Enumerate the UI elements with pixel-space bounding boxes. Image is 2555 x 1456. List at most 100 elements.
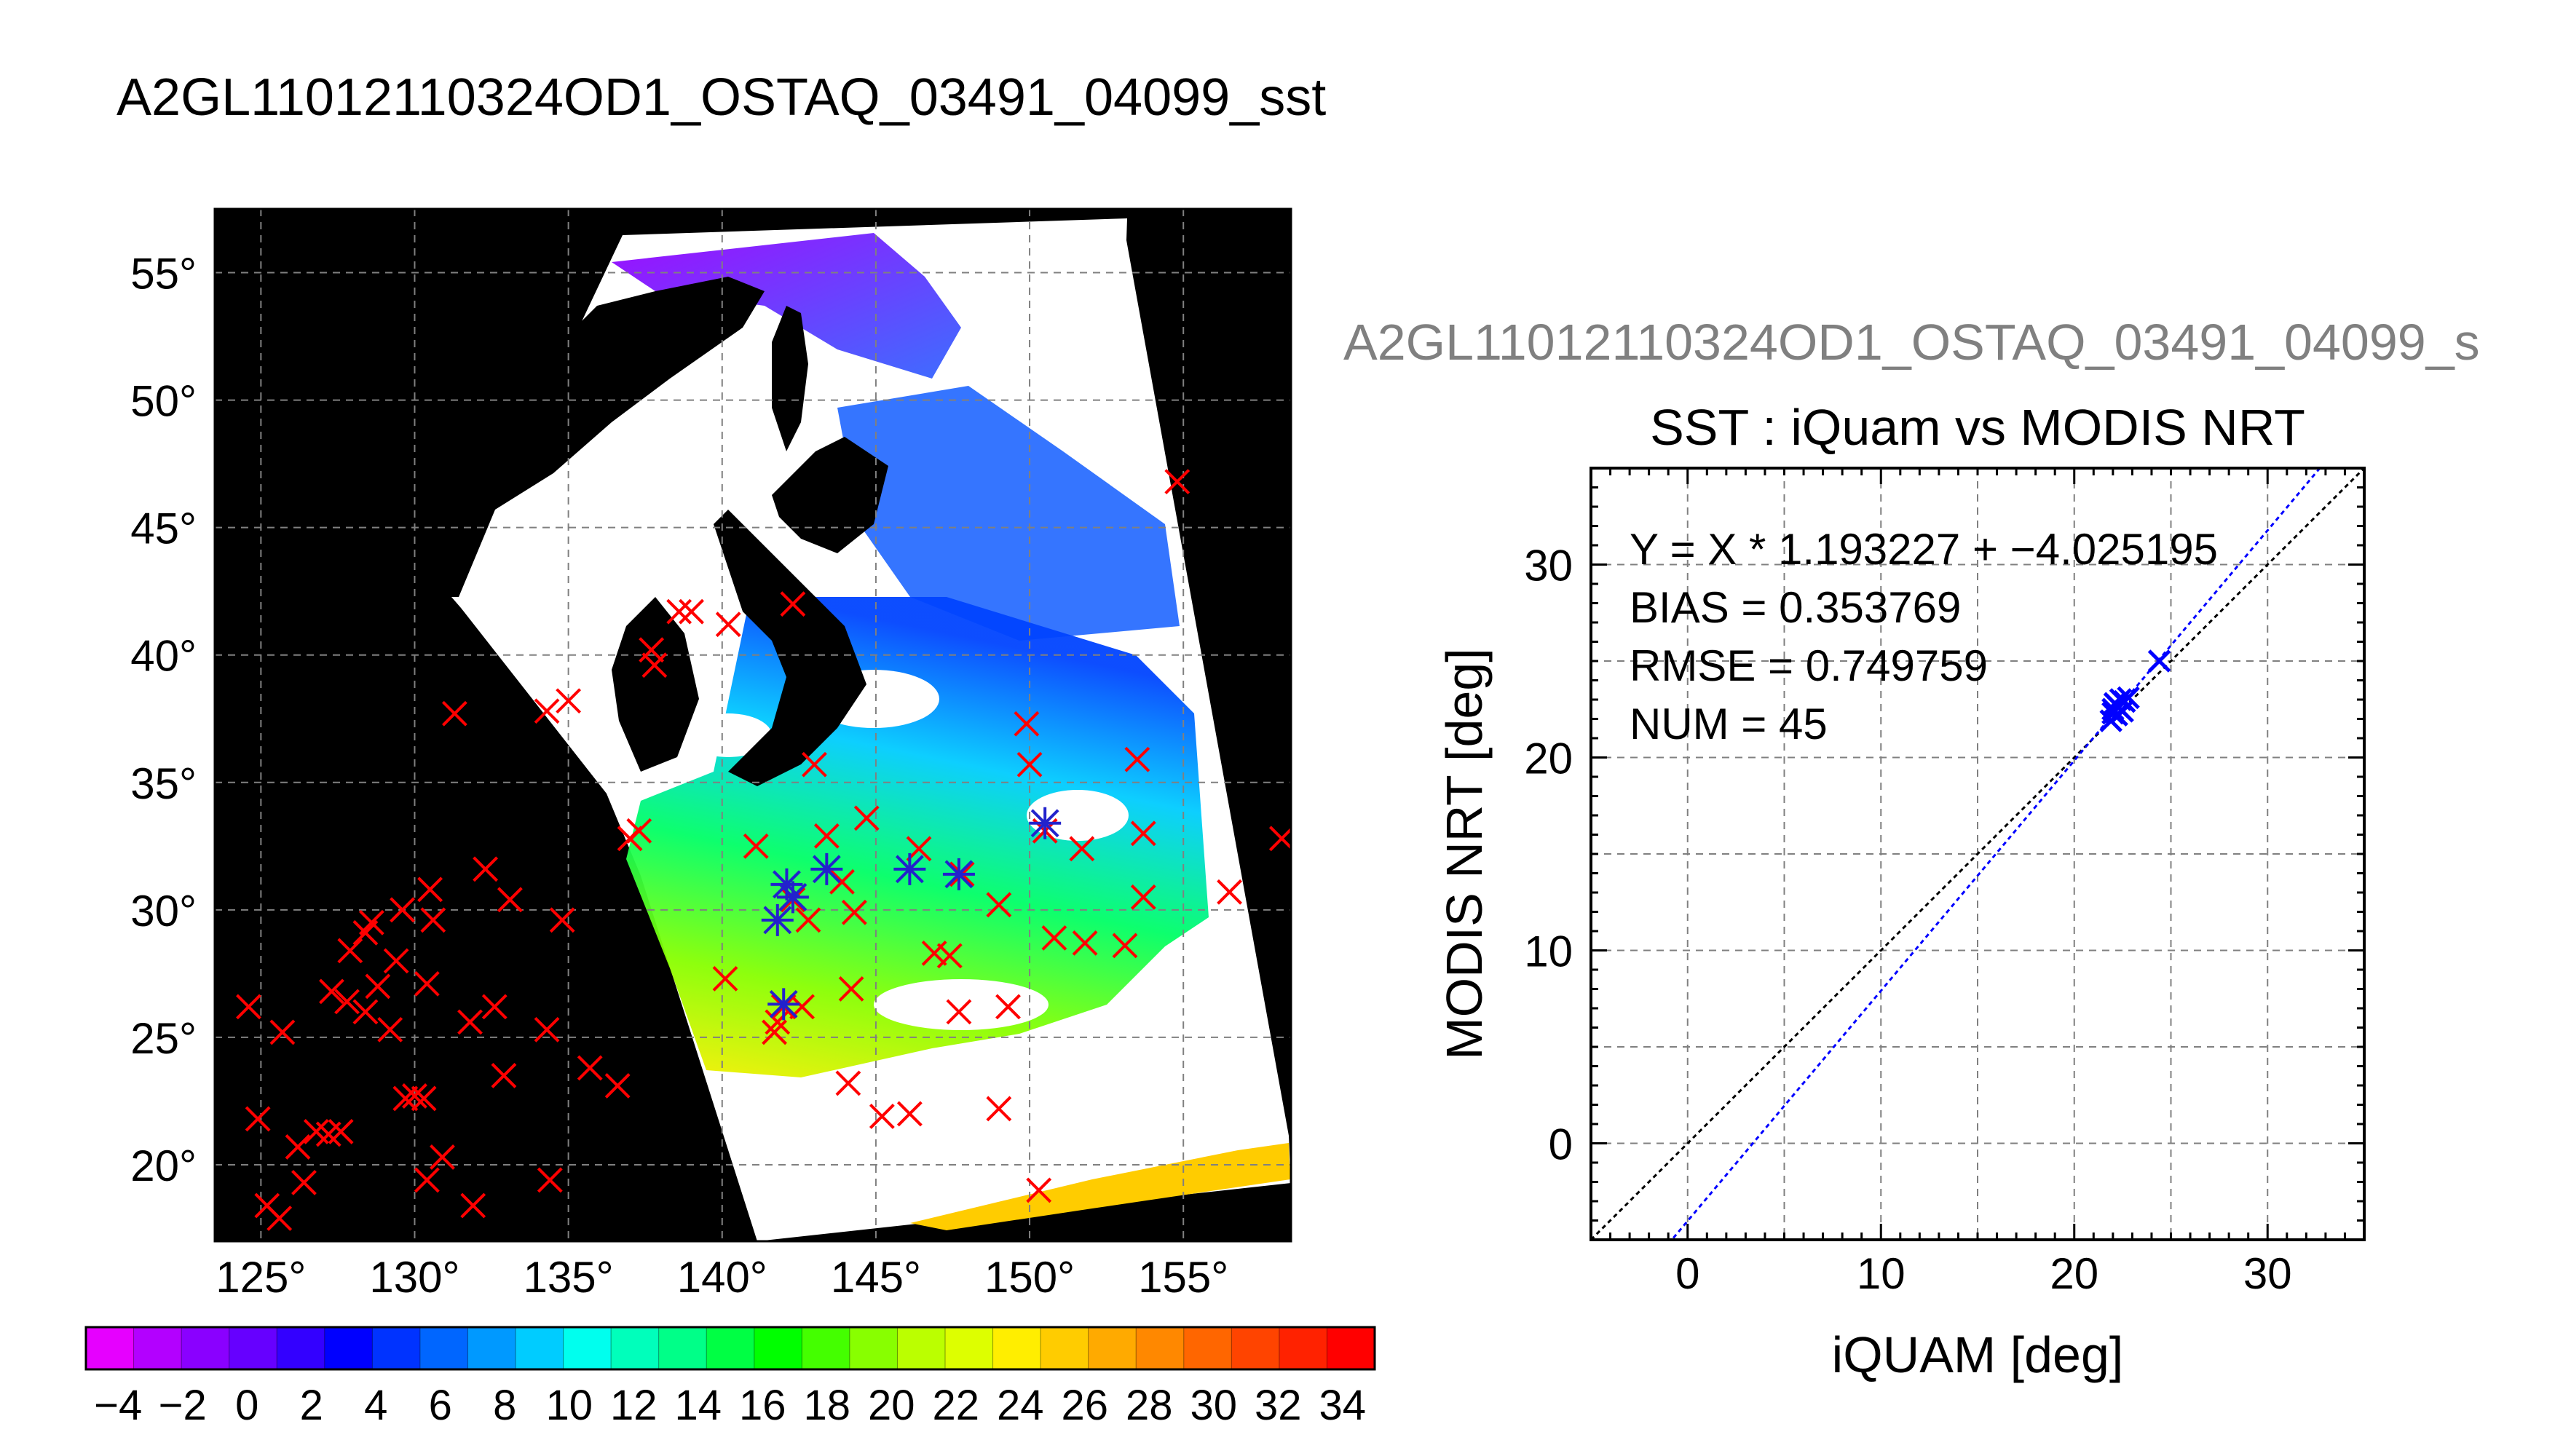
map-red-marker <box>457 1009 483 1035</box>
map-red-marker <box>1041 925 1067 951</box>
map-longitude-labels: 125° 130° 135° 140° 145° 150° 155° <box>216 1253 1228 1302</box>
colorbar-cell <box>945 1327 994 1369</box>
colorbar-cell <box>754 1327 803 1369</box>
colorbar-cell <box>324 1327 374 1369</box>
colorbar-cell <box>467 1327 516 1369</box>
map-red-marker <box>1130 884 1156 910</box>
map-red-marker <box>1112 933 1138 959</box>
map-red-marker <box>795 907 821 933</box>
colorbar-cells <box>86 1327 1375 1369</box>
map-latitude-label: 35° <box>130 759 197 808</box>
map-red-marker <box>604 1073 631 1099</box>
map-longitude-label: 140° <box>677 1253 767 1302</box>
colorbar-cell <box>802 1327 850 1369</box>
map-red-marker <box>491 1063 517 1088</box>
map-red-marker <box>743 833 769 859</box>
scatter-plot: 0 10 20 30 0 10 20 30 Y = X * 1.193227 + −4.025… <box>1436 467 2366 1383</box>
map-longitude-label: 130° <box>369 1253 459 1302</box>
map-blue-marker <box>893 852 926 885</box>
map-red-marker <box>853 805 880 831</box>
scatter-ticks <box>1590 467 2366 1241</box>
land-asia <box>437 277 765 597</box>
map-blue-marker <box>810 852 843 885</box>
map-blue-marker <box>942 858 975 890</box>
map-red-marker <box>1268 826 1291 852</box>
map-latitude-label: 30° <box>130 887 197 935</box>
map-red-marker <box>936 943 963 969</box>
scatter-y-tick-label: 20 <box>1524 735 1573 783</box>
map-red-marker <box>365 973 391 1000</box>
scatter-subtitle: A2GL11012110324OD1_OSTAQ_03491_04099_s <box>1343 314 2480 371</box>
scatter-y-tick-label: 0 <box>1549 1120 1573 1169</box>
map-red-marker <box>460 1192 486 1219</box>
map-red-marker <box>780 591 806 617</box>
colorbar-cell <box>1279 1327 1328 1369</box>
map-red-marker <box>285 1134 311 1160</box>
map-red-marker <box>473 856 499 882</box>
colorbar-cell <box>563 1327 612 1369</box>
scatter-tick-labels: 0 10 20 30 0 10 20 30 <box>1524 542 2291 1299</box>
map-red-marker <box>666 598 692 625</box>
scatter-annotation: Y = X * 1.193227 + −4.025195 <box>1630 525 2218 574</box>
sst-south-strip <box>910 1143 1290 1230</box>
map-red-marker <box>626 818 652 844</box>
colorbar-label: 28 <box>1126 1382 1173 1429</box>
colorbar: −4 −2 0 2 4 6 8 10 12 14 16 18 20 22 24 26 28 30 32 34 <box>84 1326 1376 1429</box>
scatter-annotation: BIAS = 0.353769 <box>1630 583 1961 632</box>
scatter-point <box>2101 701 2125 725</box>
map-red-marker <box>411 1085 437 1112</box>
colorbar-label: 32 <box>1255 1382 1302 1429</box>
map-red-marker <box>414 970 440 997</box>
map-red-marker <box>577 1055 603 1081</box>
map-latitude-labels: 20° 25° 30° 35° 40° 45° 50° 55° <box>130 250 197 1190</box>
scatter-point <box>2147 649 2171 673</box>
map-red-marker <box>414 1167 440 1193</box>
map-red-marker <box>1014 711 1040 737</box>
map-blue-marker <box>776 881 809 914</box>
colorbar-label: 20 <box>868 1382 915 1429</box>
colorbar-cell <box>277 1327 325 1369</box>
map-latitude-label: 55° <box>130 250 197 298</box>
map-red-marker <box>1016 751 1043 778</box>
map-red-marker <box>337 938 363 964</box>
map-blue-marker <box>767 988 800 1021</box>
map-red-marker <box>986 892 1012 918</box>
colorbar-cell <box>658 1327 708 1369</box>
map-red-marker <box>712 965 738 992</box>
colorbar-label: −4 <box>94 1382 142 1429</box>
map-blue-marker <box>1029 807 1062 839</box>
cloud-patch <box>684 713 772 757</box>
map-longitude-label: 125° <box>216 1253 306 1302</box>
map-red-marker <box>1217 879 1242 905</box>
map-red-marker <box>441 700 467 727</box>
map-frame <box>213 207 1292 1243</box>
map-red-marker <box>946 999 972 1025</box>
colorbar-cell <box>611 1327 660 1369</box>
map-red-marker <box>762 1019 787 1045</box>
map-blue-markers <box>761 807 1062 1021</box>
map-red-marker <box>835 1070 861 1096</box>
colorbar-label: 26 <box>1061 1382 1108 1429</box>
map-blue-marker <box>770 868 803 901</box>
colorbar-cell <box>372 1327 421 1369</box>
colorbar-cell <box>706 1327 755 1369</box>
map-red-marker <box>266 1206 293 1231</box>
map-red-marker <box>236 994 261 1020</box>
scatter-x-tick-label: 0 <box>1675 1249 1699 1298</box>
colorbar-cell <box>1040 1327 1089 1369</box>
colorbar-cell <box>181 1327 230 1369</box>
map-red-marker <box>269 1019 296 1045</box>
colorbar-label: 4 <box>364 1382 387 1429</box>
colorbar-label: 8 <box>493 1382 516 1429</box>
colorbar-label: 34 <box>1319 1382 1366 1429</box>
map-red-marker <box>1124 746 1150 772</box>
map-longitude-label: 155° <box>1138 1253 1228 1302</box>
colorbar-label: 18 <box>803 1382 850 1429</box>
map-red-marker <box>906 836 932 862</box>
map-red-marker <box>679 598 704 625</box>
map-red-markers <box>236 469 1291 1231</box>
colorbar-cell <box>1327 1327 1375 1369</box>
map-red-marker <box>765 1009 791 1035</box>
scatter-x-tick-label: 10 <box>1857 1249 1906 1298</box>
map-red-marker <box>715 612 741 638</box>
